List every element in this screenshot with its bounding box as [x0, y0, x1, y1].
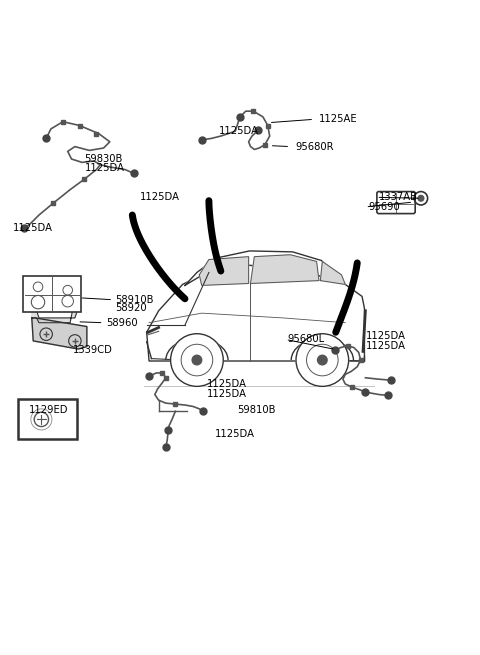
Text: 95680L: 95680L — [288, 335, 325, 345]
Text: 95680R: 95680R — [295, 141, 334, 151]
Text: 1125DA: 1125DA — [215, 429, 255, 439]
FancyBboxPatch shape — [377, 191, 415, 214]
Polygon shape — [185, 251, 345, 286]
Circle shape — [170, 333, 223, 386]
Text: 59830B: 59830B — [84, 154, 123, 164]
Text: 1125DA: 1125DA — [206, 379, 247, 389]
Text: 1125DA: 1125DA — [84, 162, 124, 173]
Text: 1125DA: 1125DA — [12, 223, 53, 233]
Text: 58910B: 58910B — [116, 295, 154, 305]
Text: 58960: 58960 — [106, 318, 138, 328]
Polygon shape — [32, 310, 77, 323]
Text: 1125DA: 1125DA — [218, 126, 258, 136]
Text: 1125DA: 1125DA — [140, 193, 180, 202]
Text: 1339CD: 1339CD — [72, 345, 112, 356]
Polygon shape — [147, 265, 364, 361]
Polygon shape — [321, 261, 345, 284]
Text: 1337AB: 1337AB — [379, 193, 418, 202]
Text: 58920: 58920 — [116, 303, 147, 313]
Text: 1129ED: 1129ED — [28, 405, 68, 415]
Polygon shape — [32, 318, 87, 349]
Text: 1125DA: 1125DA — [365, 331, 406, 341]
Text: 95690: 95690 — [368, 202, 400, 212]
Text: 1125DA: 1125DA — [365, 341, 406, 350]
Text: 59810B: 59810B — [238, 405, 276, 415]
Circle shape — [296, 333, 348, 386]
Text: 1125DA: 1125DA — [206, 388, 247, 398]
Circle shape — [192, 355, 202, 365]
FancyBboxPatch shape — [23, 276, 81, 312]
FancyBboxPatch shape — [18, 400, 77, 439]
Text: 1125AE: 1125AE — [319, 115, 358, 124]
Circle shape — [318, 355, 327, 365]
Circle shape — [418, 195, 424, 201]
Polygon shape — [199, 257, 249, 286]
Polygon shape — [251, 255, 319, 284]
